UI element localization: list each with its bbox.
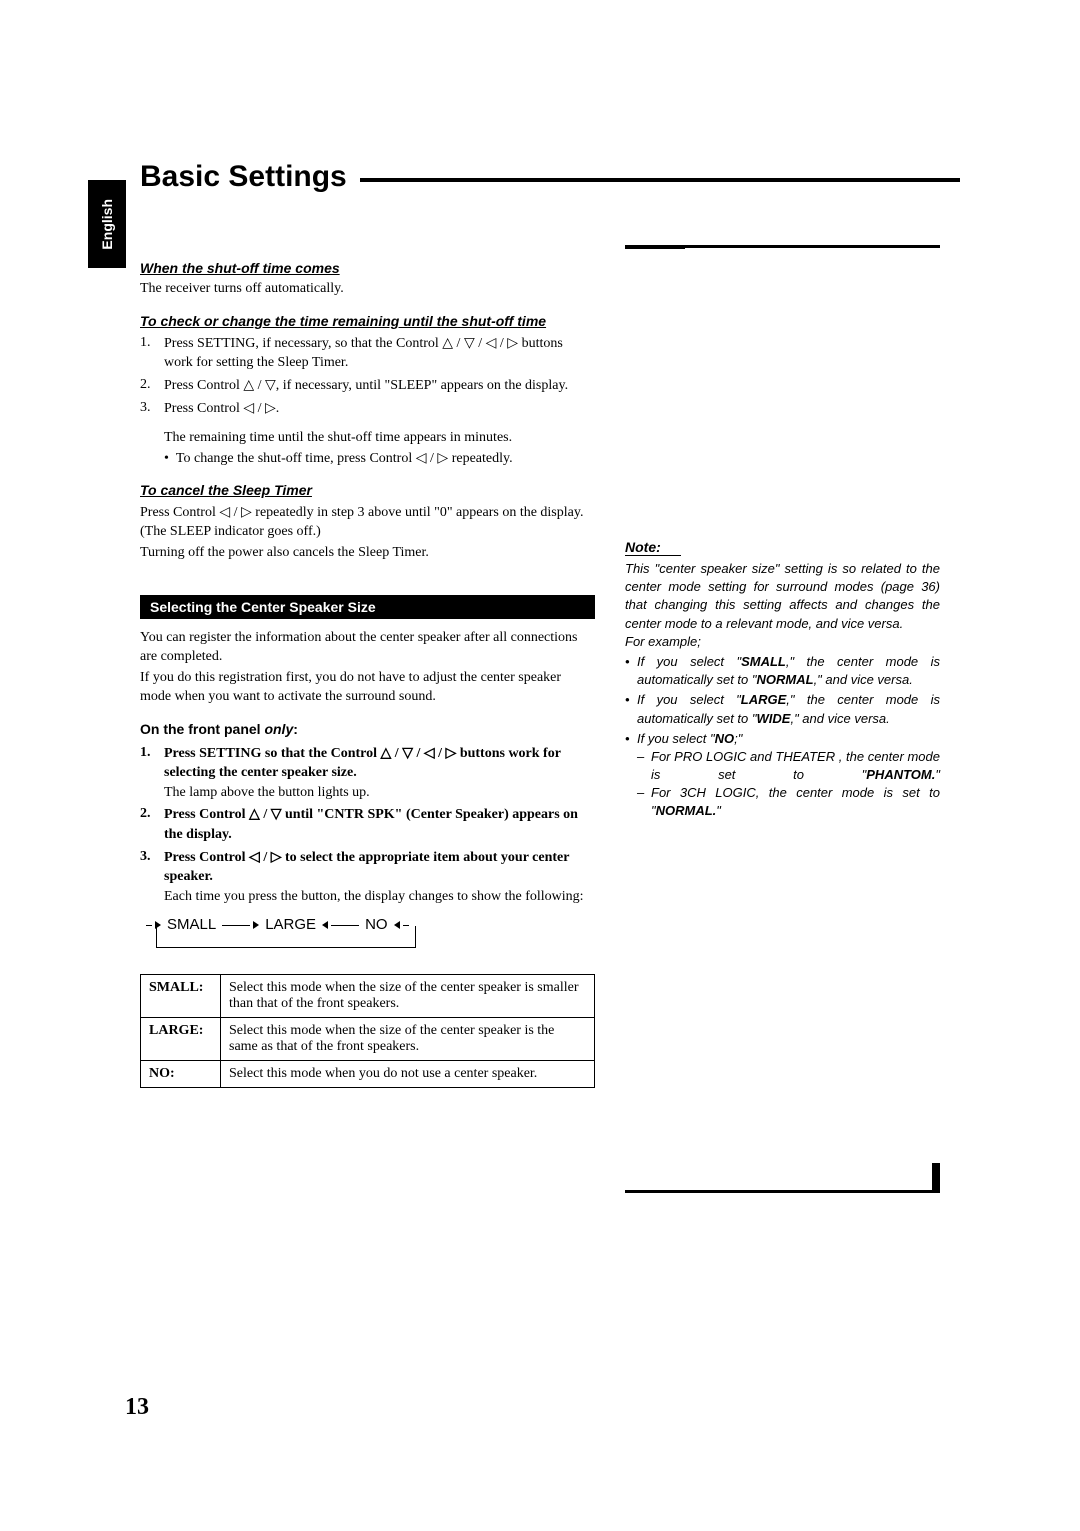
t-r2: ▷ — [271, 848, 282, 864]
t-d: ▽ — [402, 744, 413, 760]
title-rule — [360, 178, 960, 182]
page-number: 13 — [125, 1394, 149, 1421]
modes-table: SMALL:Select this mode when the size of … — [140, 974, 595, 1088]
s2-2a: Press Control — [164, 378, 243, 393]
steps-center-speaker: 1.Press SETTING so that the Control △ / … — [140, 743, 595, 907]
t-r: ▷ — [446, 744, 457, 760]
v-small: Select this mode when the size of the ce… — [221, 975, 595, 1018]
v-large: Select this mode when the size of the ce… — [221, 1018, 595, 1061]
nb2a: If you select " — [637, 692, 741, 707]
nb3k: NO — [715, 731, 735, 746]
tri-right3: ▷ — [437, 449, 448, 465]
language-tab-text: English — [99, 199, 115, 250]
sec4-intro1: You can register the information about t… — [140, 629, 595, 667]
s4-3c: Each time you press the button, the disp… — [164, 889, 584, 904]
s4-2a: Press Control — [164, 807, 249, 822]
nb3s2k: NORMAL. — [656, 803, 717, 818]
tri-right2: ▷ — [265, 399, 276, 415]
fp-only: only — [264, 721, 293, 737]
fp-colon: : — [293, 721, 298, 737]
note-head: Note: — [625, 539, 681, 556]
text-cancel2: Turning off the power also cancels the S… — [140, 544, 595, 563]
nb3s1p: " — [935, 767, 940, 782]
heading-check-remaining: To check or change the time remaining un… — [140, 313, 595, 329]
s4-1a: Press SETTING so that the Control — [164, 746, 381, 761]
text-shutoff: The receiver turns off automatically. — [140, 280, 595, 299]
s2-3-bullet: • To change the shut-off time, press Con… — [164, 448, 595, 469]
nb3s1k: PHANTOM. — [866, 767, 935, 782]
t-d2: ▽ — [271, 805, 282, 821]
sec4-intro2: If you do this registration first, you d… — [140, 669, 595, 707]
nb2p: ," and vice versa. — [790, 711, 889, 726]
note-p2: For example; — [625, 633, 940, 651]
s2-3-line2: The remaining time until the shut-off ti… — [164, 428, 595, 448]
table-row: LARGE:Select this mode when the size of … — [141, 1018, 595, 1061]
nb2k: LARGE — [741, 692, 787, 707]
s3a: Press Control — [140, 505, 219, 520]
table-row: NO:Select this mode when you do not use … — [141, 1061, 595, 1088]
s2-3a: Press Control — [164, 401, 243, 416]
nb3p: ;" — [734, 731, 742, 746]
nb3s2p: " — [716, 803, 721, 818]
tri-right4: ▷ — [241, 503, 252, 519]
main-column: When the shut-off time comes The receive… — [140, 260, 595, 1088]
nb2k2: WIDE — [757, 711, 791, 726]
fp-a: On the front panel — [140, 721, 264, 737]
s2-1a: Press SETTING, if necessary, so that the… — [164, 336, 442, 351]
s4-1c: The lamp above the button lights up. — [164, 785, 370, 800]
tri-up2: △ — [243, 376, 254, 392]
heading-shutoff: When the shut-off time comes — [140, 260, 595, 276]
side-bottom-rule — [625, 1190, 940, 1193]
s4-3a: Press Control — [164, 850, 249, 865]
tri-left4: ◁ — [219, 503, 230, 519]
heading-cancel: To cancel the Sleep Timer — [140, 482, 595, 498]
table-row: SMALL:Select this mode when the size of … — [141, 975, 595, 1018]
cycle-diagram: SMALL LARGE NO — [146, 916, 436, 956]
tri-down: ▽ — [464, 334, 475, 350]
page-title: Basic Settings — [140, 160, 347, 194]
section-bar-center-speaker: Selecting the Center Speaker Size — [140, 595, 595, 619]
nb1k2: NORMAL — [757, 672, 814, 687]
note-p1: This "center speaker size" setting is so… — [625, 560, 940, 633]
k-small: SMALL: — [141, 975, 221, 1018]
nb1p: ," and vice versa. — [814, 672, 913, 687]
tri-down2: ▽ — [265, 376, 276, 392]
tri-right: ▷ — [507, 334, 518, 350]
t-l2: ◁ — [249, 848, 260, 864]
k-no: NO: — [141, 1061, 221, 1088]
front-panel-head: On the front panel only: — [140, 721, 595, 737]
tri-left2: ◁ — [243, 399, 254, 415]
steps-check-remaining: 1.Press SETTING, if necessary, so that t… — [140, 333, 595, 418]
nb1a: If you select " — [637, 654, 741, 669]
tri-left: ◁ — [486, 334, 497, 350]
s2-2b: , if necessary, until "SLEEP" appears on… — [276, 378, 568, 393]
s2-3-bullet-b: repeatedly. — [448, 451, 512, 466]
v-no: Select this mode when you do not use a c… — [221, 1061, 595, 1088]
s2-3-bullet-a: To change the shut-off time, press Contr… — [176, 451, 416, 466]
language-tab: English — [88, 180, 126, 268]
t-l: ◁ — [424, 744, 435, 760]
note-body: This "center speaker size" setting is so… — [625, 560, 940, 821]
side-top-rule — [625, 245, 940, 249]
s2-3b: . — [276, 401, 280, 416]
t-u: △ — [381, 744, 392, 760]
t-u2: △ — [249, 805, 260, 821]
side-column: Note: This "center speaker size" setting… — [625, 245, 940, 821]
nb3a: If you select " — [637, 731, 715, 746]
text-cancel: Press Control ◁ / ▷ repeatedly in step 3… — [140, 502, 595, 542]
tri-up: △ — [442, 334, 453, 350]
tri-left3: ◁ — [416, 449, 427, 465]
k-large: LARGE: — [141, 1018, 221, 1061]
nb1k: SMALL — [741, 654, 786, 669]
